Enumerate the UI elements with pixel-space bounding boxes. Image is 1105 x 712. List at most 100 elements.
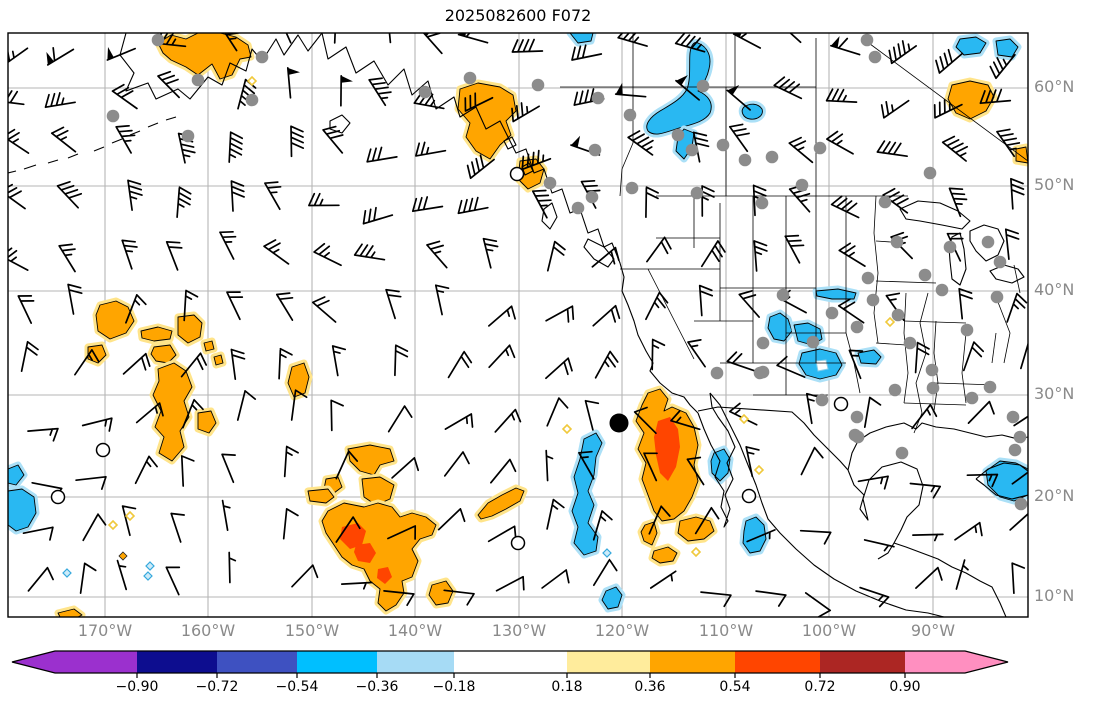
highlight-dot [609, 413, 629, 433]
baja-orange-s1 [677, 516, 715, 542]
station-dot [891, 308, 905, 322]
coastline [697, 392, 736, 528]
west-orange-3 [177, 314, 203, 344]
station-dot [866, 293, 880, 307]
west-orange-bit-2 [213, 354, 224, 366]
colorbar-tick-label: 0.18 [551, 679, 583, 695]
tiny-yellow-marker [690, 546, 702, 558]
colorbar-right-arrow [965, 651, 1008, 673]
colorbar-segment [55, 651, 137, 673]
rightedge-orange [1015, 146, 1028, 164]
colorbar-segment [650, 651, 735, 673]
calm-wind-circle [95, 442, 111, 458]
tiny-yellow-marker [124, 510, 136, 522]
station-dot [1013, 430, 1027, 444]
lon-tick-label: 90°W [910, 621, 956, 640]
lake [969, 224, 1005, 262]
coastline [893, 542, 1007, 617]
colorbar-tick-label: 0.54 [719, 679, 751, 695]
station-dot [935, 283, 949, 297]
station-dot [191, 73, 205, 87]
political-border [961, 332, 967, 404]
coastline [119, 33, 323, 100]
station-dot [588, 143, 602, 157]
colorbar-left-arrow [12, 651, 55, 673]
station-dot [585, 190, 599, 204]
texas-blue-hole [815, 359, 829, 372]
west-orange-bit-1 [203, 340, 215, 352]
station-dot [825, 306, 839, 320]
baja-orange-s3 [651, 546, 678, 564]
topright-blue-2 [995, 38, 1019, 58]
colorbar-tick-label: 0.90 [889, 679, 921, 695]
station-dot [151, 33, 165, 47]
tiny-blue-marker [145, 561, 155, 571]
political-border [1013, 264, 1021, 294]
station-dot [245, 93, 259, 107]
map-frame [7, 32, 1029, 618]
tiny-yellow-marker [753, 464, 765, 476]
tiny-blue-marker [602, 548, 612, 558]
south-orange-f [428, 580, 454, 606]
tiny-orange-marker [118, 551, 128, 561]
tiny-yellow-marker [246, 75, 258, 87]
lat-tick-label: 40°N [1034, 280, 1075, 299]
station-dot [878, 195, 892, 209]
station-dot [993, 255, 1007, 269]
station-dot [543, 176, 557, 190]
lat-tick-label: 60°N [1034, 77, 1075, 96]
baja-blue-strip [571, 432, 603, 556]
tiny-yellow-marker [884, 316, 896, 328]
tiny-yellow-marker [107, 519, 119, 531]
station-dot [690, 186, 704, 200]
tiny-blue-marker [62, 568, 72, 578]
colorbar-tick-label: −0.72 [195, 679, 239, 695]
station-dot [531, 78, 545, 92]
station-dot [418, 85, 432, 99]
station-dot [848, 428, 862, 442]
coastline [697, 406, 849, 471]
station-dot [850, 410, 864, 424]
coastline [321, 33, 699, 414]
political-border [903, 292, 909, 404]
station-dot [860, 33, 874, 47]
station-dots [50, 33, 1028, 581]
station-dot [850, 320, 864, 334]
lat-tick-label: 50°N [1034, 175, 1075, 194]
station-dot [983, 380, 997, 394]
station-dot [903, 336, 917, 350]
station-dot [965, 391, 979, 405]
west-orange-7 [197, 410, 217, 434]
station-dot [1008, 443, 1022, 457]
wind-barbs [8, 33, 1028, 617]
map-area [8, 33, 1028, 617]
colorbar-tick-label: 0.36 [634, 679, 666, 695]
station-dot [755, 196, 769, 210]
west-orange-8 [287, 362, 310, 398]
island [541, 202, 558, 230]
station-dot [795, 178, 809, 192]
south-red-2 [354, 543, 376, 563]
colorbar-tick-label: −0.54 [275, 679, 319, 695]
station-dot [671, 128, 685, 142]
colorbar-segment [905, 651, 965, 673]
colorbar-segment [820, 651, 905, 673]
calm-wind-circle [833, 396, 849, 412]
south-orange-c [307, 488, 335, 504]
colorbar-segment [454, 651, 567, 673]
calm-wind-circle [50, 489, 66, 505]
station-dot [738, 153, 752, 167]
political-border [865, 40, 1028, 162]
leftedge-blue-1 [8, 464, 25, 486]
lake [989, 264, 1025, 284]
political-border [903, 402, 967, 406]
station-dot [890, 235, 904, 249]
cuba-blue [985, 460, 1028, 502]
station-dot [710, 366, 724, 380]
station-dot [926, 381, 940, 395]
calm-wind-circle [509, 166, 525, 182]
station-dot [981, 235, 995, 249]
station-dot [571, 201, 585, 215]
colorbar-segment [735, 651, 820, 673]
